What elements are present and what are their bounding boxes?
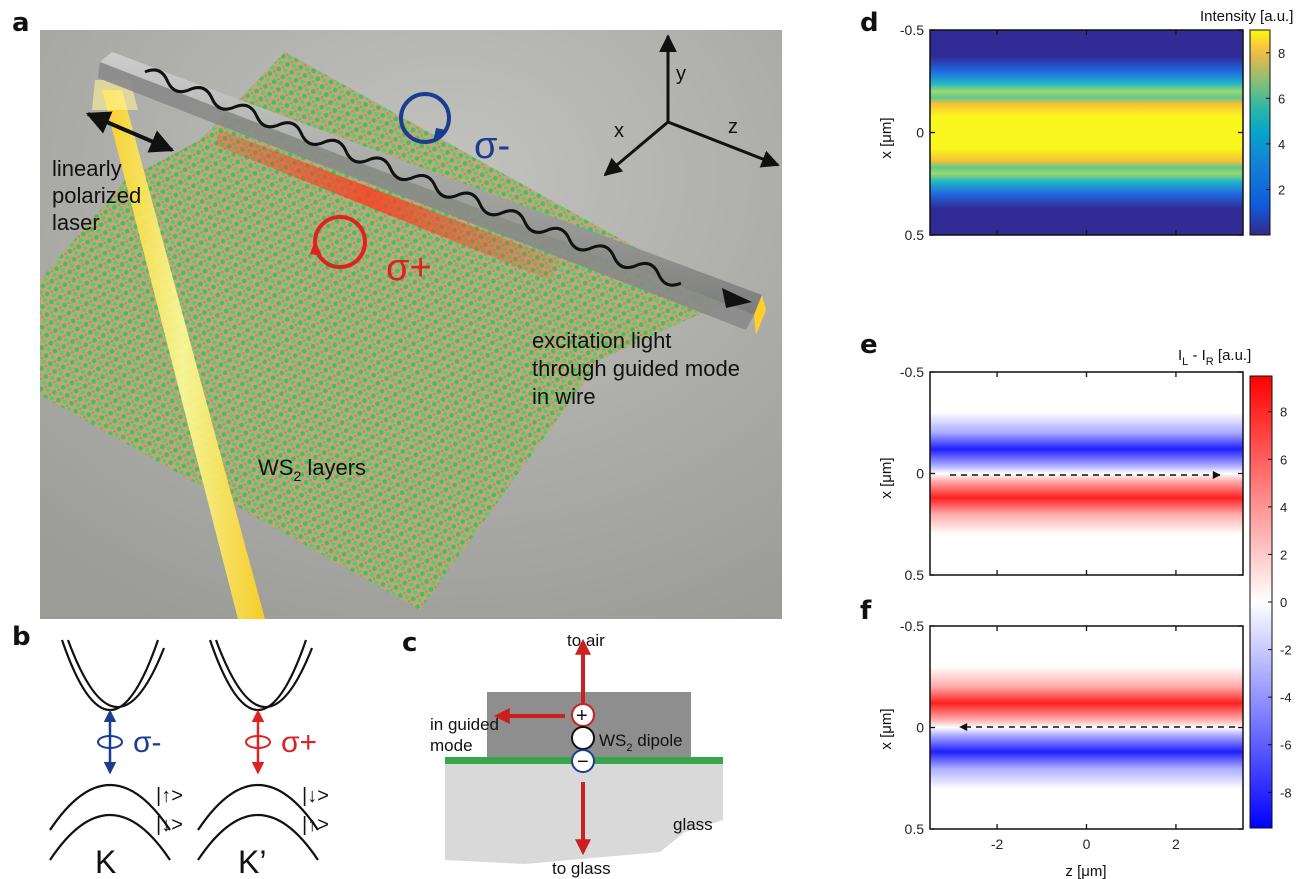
dipole-minus-icon: [571, 749, 595, 773]
f-ytick-label-2: 0.5: [905, 821, 925, 837]
polarization-arrow-icon: [85, 111, 175, 153]
e-cbtick-label-7: -6: [1280, 738, 1292, 753]
b-sigma-plus: σ+: [281, 726, 317, 759]
e-cbtick-label-5: -2: [1280, 643, 1292, 658]
b-sigma-minus: σ-: [133, 726, 162, 759]
ws2-layers-label: WS2 layers: [258, 455, 366, 484]
d-colorbar: [1249, 29, 1271, 236]
e-cbtick-label-1: 6: [1280, 452, 1287, 467]
f-xtick-label-0: -2: [991, 836, 1004, 852]
nanowire: [100, 52, 762, 315]
f-xtick-label-1: 0: [1083, 836, 1091, 852]
field-maps: -0.5 0 0.5 2 4 6 8 Intensity [a.u.] x [μm] -0…: [878, 8, 1293, 879]
laser-beam: [102, 90, 265, 619]
e-cbtick-label-6: -4: [1280, 690, 1292, 705]
e-cbtick-label-0: 8: [1280, 405, 1287, 420]
e-ytick-label-2: 0.5: [905, 567, 925, 583]
e-ylabel: x [μm]: [878, 457, 895, 498]
guided-mode-label-1: in guided: [430, 715, 499, 734]
d-ytick-label-2: 0.5: [905, 227, 925, 243]
axis-z-label: z: [728, 116, 738, 138]
guided-wave-icon: [144, 68, 682, 287]
e-cbtick-label-8: -8: [1280, 785, 1292, 800]
sigma-minus-circle-icon: [399, 92, 451, 144]
d-cbtick-label-1: 4: [1278, 137, 1285, 152]
d-heatmap: [930, 30, 1243, 235]
panel-label-f: f: [860, 596, 872, 626]
spin-k-top: |↑>: [156, 785, 183, 807]
panel-label-a: a: [12, 8, 30, 38]
e-heatmap: [930, 372, 1243, 575]
panel-a-illustration: y z x σ- σ+ linearly polarized laser exc…: [40, 30, 782, 619]
axis-x-label: x: [614, 120, 624, 142]
excitation-label-2: through guided mode: [532, 356, 740, 381]
panel-label-e: e: [860, 330, 878, 360]
spin-k-bottom: |↓>: [156, 814, 183, 836]
d-cbtick-label-0: 2: [1278, 182, 1285, 197]
glass-label: glass: [673, 815, 713, 834]
d-ytick-label-1: 0: [916, 125, 924, 141]
dipole-label: WS2 dipole: [599, 731, 683, 754]
d-colorbar-title: Intensity [a.u.]: [1200, 8, 1293, 25]
spin-kp-top: |↓>: [302, 785, 329, 807]
valley-kp-label: K’: [238, 844, 266, 879]
valley-k-label: K: [95, 844, 116, 879]
sigma-plus-label: σ+: [386, 247, 432, 289]
f-ylabel: x [μm]: [878, 708, 895, 749]
guided-mode-label-2: mode: [430, 736, 473, 755]
panel-label-c: c: [402, 628, 418, 658]
to-glass-label: to glass: [552, 859, 611, 878]
plus-sign: +: [576, 705, 588, 727]
panel-b-band-diagram: σ- σ+ |↑> |↓> |↓> |↑> K K’: [49, 639, 329, 879]
laser-label-2: polarized: [52, 183, 141, 208]
e-ytick-label-0: -0.5: [900, 364, 924, 380]
to-air-label: to air: [567, 631, 605, 650]
dipole-center-icon: [571, 726, 595, 750]
axis-y-label: y: [676, 63, 686, 85]
excitation-label-3: in wire: [532, 384, 596, 409]
d-ylabel: x [μm]: [878, 117, 895, 158]
axes-icon: [603, 34, 780, 177]
panel-c-dipole-diagram: + − to air in guided mode WS2 dipole gla…: [430, 631, 723, 878]
f-xlabel: z [μm]: [1065, 863, 1106, 879]
d-ytick-label-0: -0.5: [900, 22, 924, 38]
panel-label-d: d: [860, 8, 879, 38]
d-cbtick-label-3: 8: [1278, 46, 1285, 61]
f-xtick-label-2: 2: [1172, 836, 1180, 852]
f-ytick-label-0: -0.5: [900, 618, 924, 634]
e-ytick-label-1: 0: [916, 466, 924, 482]
laser-label-3: laser: [52, 210, 100, 235]
e-colorbar-title: IL - IR [a.u.]: [1178, 347, 1251, 368]
panel-label-b: b: [12, 622, 31, 652]
laser-label-1: linearly: [52, 156, 122, 181]
excitation-label-1: excitation light: [532, 328, 671, 353]
e-cbtick-label-3: 2: [1280, 547, 1287, 562]
e-cbtick-label-2: 4: [1280, 500, 1287, 515]
d-cbtick-label-2: 6: [1278, 91, 1285, 106]
minus-sign: −: [577, 751, 589, 773]
f-ytick-label-1: 0: [916, 720, 924, 736]
e-cbtick-label-4: 0: [1280, 595, 1287, 610]
sigma-minus-label: σ-: [474, 125, 510, 167]
spin-kp-bottom: |↑>: [302, 814, 329, 836]
